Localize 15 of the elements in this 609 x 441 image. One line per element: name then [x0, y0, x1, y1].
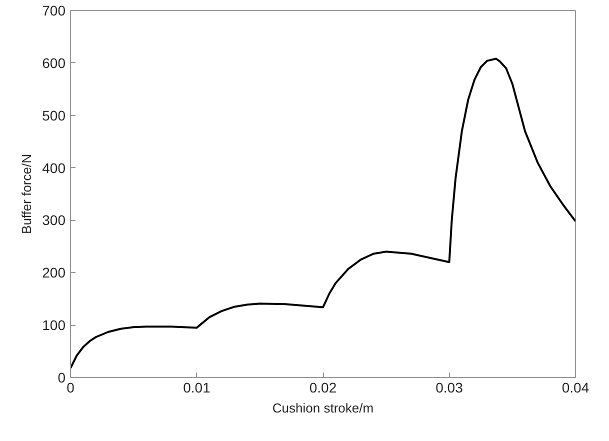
x-tick-label: 0.03: [436, 380, 464, 396]
y-tick-label: 600: [42, 54, 66, 71]
y-tick-label: 200: [42, 264, 66, 281]
x-tick-label: 0.04: [562, 380, 590, 396]
y-tick-label: 700: [42, 2, 66, 18]
x-tick-label: 0.02: [309, 380, 337, 396]
x-tick-label: 0.01: [183, 380, 211, 396]
y-tick-label: 300: [42, 212, 66, 228]
y-axis-title: Buffer force/N: [19, 154, 34, 234]
y-tick-label: 500: [42, 107, 66, 124]
x-axis-title: Cushion stroke/m: [272, 400, 374, 416]
y-tick-label: 0: [58, 370, 66, 386]
line-series: [70, 58, 576, 370]
y-tick-label: 400: [42, 160, 66, 176]
y-tick-label: 100: [42, 317, 66, 334]
